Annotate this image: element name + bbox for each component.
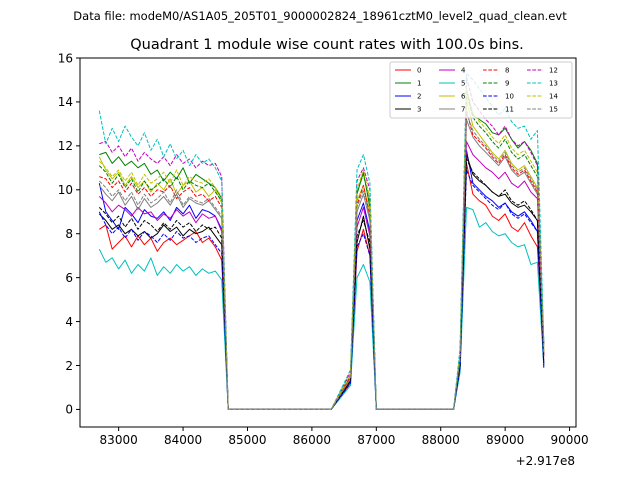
y-tick-label-8: 8 bbox=[65, 227, 73, 241]
legend-box bbox=[389, 61, 573, 119]
legend-label-13: 13 bbox=[549, 80, 558, 88]
legend-label-4: 4 bbox=[461, 67, 466, 75]
series-line-15 bbox=[98, 112, 545, 410]
legend-label-11: 11 bbox=[505, 106, 514, 114]
legend-label-15: 15 bbox=[549, 106, 558, 114]
y-tick-label-12: 12 bbox=[58, 139, 73, 153]
x-tick-label-85000: 85000 bbox=[228, 433, 266, 447]
y-tick-label-0: 0 bbox=[65, 403, 73, 417]
x-tick-label-87000: 87000 bbox=[357, 433, 395, 447]
legend-label-8: 8 bbox=[505, 67, 509, 75]
y-tick-label-4: 4 bbox=[65, 315, 73, 329]
x-tick-label-90000: 90000 bbox=[550, 433, 588, 447]
y-tick-label-6: 6 bbox=[65, 271, 73, 285]
legend-label-0: 0 bbox=[417, 67, 421, 75]
legend-label-9: 9 bbox=[505, 80, 509, 88]
x-tick-label-89000: 89000 bbox=[486, 433, 524, 447]
x-tick-label-86000: 86000 bbox=[293, 433, 331, 447]
legend-label-5: 5 bbox=[461, 80, 465, 88]
x-tick-label-83000: 83000 bbox=[100, 433, 138, 447]
x-tick-label-84000: 84000 bbox=[164, 433, 202, 447]
legend-label-12: 12 bbox=[549, 67, 558, 75]
legend-label-10: 10 bbox=[505, 93, 514, 101]
y-tick-label-2: 2 bbox=[65, 359, 73, 373]
legend-label-6: 6 bbox=[461, 93, 466, 101]
y-tick-label-16: 16 bbox=[58, 51, 73, 65]
legend-label-7: 7 bbox=[461, 106, 465, 114]
y-tick-label-10: 10 bbox=[58, 183, 73, 197]
legend-label-1: 1 bbox=[417, 80, 421, 88]
chart-suptitle: Data file: modeM0/AS1A05_205T01_90000028… bbox=[73, 9, 567, 23]
axes-frame bbox=[79, 57, 577, 428]
x-offset-label: +2.917e8 bbox=[516, 454, 575, 468]
axes-layer: 83000 84000 85000 86000 87000 88000 89000 90000… bbox=[58, 51, 589, 447]
y-tick-label-14: 14 bbox=[58, 95, 73, 109]
x-tick-label-88000: 88000 bbox=[422, 433, 460, 447]
chart-title: Quadrant 1 module wise count rates with … bbox=[130, 37, 524, 53]
legend-label-3: 3 bbox=[417, 106, 421, 114]
legend-label-2: 2 bbox=[417, 93, 421, 101]
legend-label-14: 14 bbox=[549, 93, 558, 101]
